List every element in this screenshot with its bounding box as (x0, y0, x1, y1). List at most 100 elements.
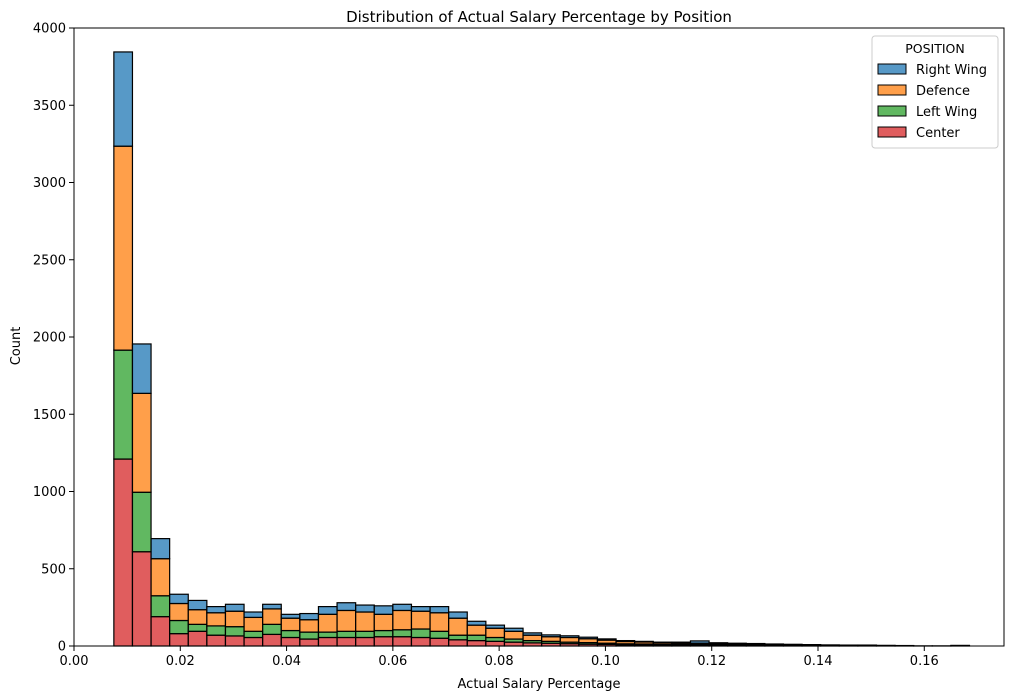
bar-defence-1 (131, 392, 152, 493)
bar-right-wing-19 (466, 620, 487, 626)
bar-defence-17 (429, 612, 450, 632)
x-tick-label: 0.12 (697, 654, 726, 669)
bar-right-wing-16 (410, 606, 431, 612)
bar-left-wing-1 (131, 491, 152, 553)
bar-center-20 (485, 640, 506, 647)
bar-right-wing-2 (150, 538, 171, 560)
bar-right-wing-12 (336, 602, 357, 612)
bar-defence-2 (150, 558, 171, 597)
bar-center-17 (429, 637, 450, 647)
y-tick-label: 2500 (33, 253, 66, 268)
bar-left-wing-13 (355, 630, 375, 639)
bar-defence-0 (113, 145, 134, 351)
bar-right-wing-28 (634, 640, 654, 643)
bar-right-wing-22 (522, 632, 543, 636)
y-tick-label: 500 (41, 562, 66, 577)
bar-right-wing-26 (596, 638, 617, 641)
x-tick-label: 0.16 (910, 654, 939, 669)
legend-swatch-right-wing (877, 63, 907, 75)
bar-center-4 (187, 630, 208, 647)
bar-center-1 (131, 551, 152, 647)
legend-swatch-left-wing (877, 105, 907, 117)
bar-center-12 (336, 636, 357, 647)
bar-center-9 (280, 636, 301, 647)
bar-left-wing-17 (429, 630, 450, 639)
bar-defence-4 (187, 609, 208, 625)
y-tick-label: 2000 (33, 331, 66, 346)
bar-right-wing-15 (392, 603, 413, 612)
bar-left-wing-11 (317, 631, 338, 639)
bar-right-wing-9 (280, 613, 301, 619)
bar-right-wing-11 (317, 606, 338, 615)
bar-left-wing-6 (224, 626, 245, 637)
bar-center-14 (373, 636, 394, 647)
bar-left-wing-9 (280, 629, 301, 639)
bar-center-0 (113, 458, 134, 647)
bar-defence-15 (392, 609, 413, 631)
plot-frame (73, 27, 1005, 647)
legend-label-right-wing: Right Wing (916, 63, 987, 78)
bar-left-wing-18 (448, 634, 468, 641)
y-tick-label: 1000 (33, 485, 66, 500)
bar-right-wing-18 (448, 611, 468, 619)
bar-center-18 (448, 639, 468, 647)
bar-defence-7 (243, 616, 264, 632)
bar-defence-23 (541, 636, 561, 642)
bars-group (113, 51, 971, 647)
bar-defence-18 (448, 617, 468, 636)
legend-label-left-wing: Left Wing (916, 105, 977, 120)
legend: POSITION Right Wing Defence Left Wing Center (871, 35, 999, 149)
x-tick-label: 0.02 (166, 654, 195, 669)
bar-center-7 (243, 636, 264, 647)
x-tick-label: 0.10 (591, 654, 620, 669)
bar-center-5 (206, 634, 227, 647)
bar-right-wing-25 (578, 636, 599, 640)
bar-center-11 (317, 636, 338, 647)
bar-right-wing-30 (671, 641, 692, 644)
bar-defence-20 (485, 627, 506, 639)
x-tick-label: 0.04 (272, 654, 301, 669)
bar-right-wing-4 (187, 599, 208, 611)
bar-right-wing-13 (355, 604, 375, 613)
y-tick-label: 4000 (33, 22, 66, 37)
bar-left-wing-16 (410, 628, 431, 639)
bar-defence-16 (410, 610, 431, 630)
bar-right-wing-10 (299, 612, 320, 621)
bar-defence-12 (336, 609, 357, 632)
bar-center-13 (355, 636, 375, 647)
bar-left-wing-10 (299, 631, 320, 640)
bar-right-wing-24 (559, 635, 580, 639)
bar-defence-3 (169, 602, 189, 622)
legend-swatch-center (877, 126, 907, 138)
y-tick-label: 3500 (33, 99, 66, 114)
bar-defence-8 (262, 608, 282, 625)
x-tick-label: 0.00 (60, 654, 89, 669)
x-tick-label: 0.14 (804, 654, 833, 669)
y-tick-label: 0 (58, 640, 66, 655)
bar-defence-11 (317, 613, 338, 633)
bar-right-wing-14 (373, 605, 394, 615)
bar-defence-9 (280, 617, 301, 632)
bar-right-wing-5 (206, 606, 227, 614)
bar-defence-22 (522, 634, 543, 642)
bar-center-2 (150, 616, 171, 647)
bar-right-wing-7 (243, 611, 264, 619)
bar-right-wing-27 (615, 639, 636, 643)
x-tick-label: 0.08 (485, 654, 514, 669)
bar-defence-5 (206, 612, 227, 627)
y-axis-label: Count (9, 327, 24, 366)
bar-left-wing-7 (243, 630, 264, 639)
bar-left-wing-8 (262, 623, 282, 636)
bar-left-wing-4 (187, 623, 208, 632)
legend-swatch-defence (877, 84, 907, 96)
x-tick-label: 0.06 (378, 654, 407, 669)
bar-center-6 (224, 635, 245, 647)
bar-right-wing-31 (689, 640, 710, 644)
bar-defence-21 (503, 630, 524, 640)
bar-right-wing-1 (131, 343, 152, 394)
chart-title: Distribution of Actual Salary Percentage… (346, 8, 732, 26)
axes-group: 0.00 0.02 0.04 0.06 0.08 0.10 0.12 0.14 0.16 0 500… (33, 22, 1005, 669)
bar-left-wing-12 (336, 630, 357, 639)
legend-label-defence: Defence (916, 84, 970, 99)
